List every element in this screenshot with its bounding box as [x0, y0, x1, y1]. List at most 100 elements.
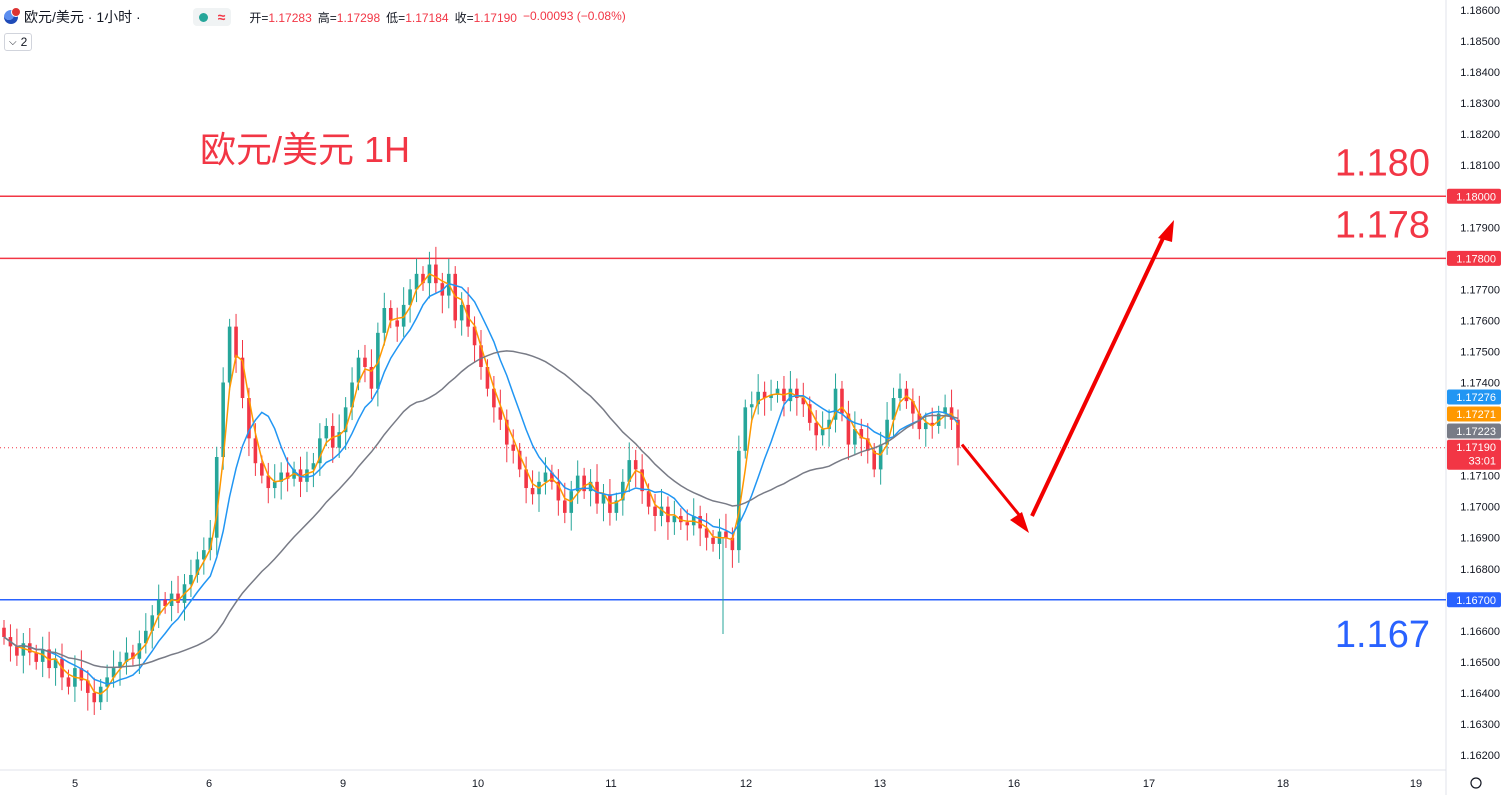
- y-tick-label: 1.18100: [1460, 160, 1500, 172]
- symbol-title[interactable]: 欧元/美元 · 1小时 ·: [24, 9, 141, 25]
- candle-body: [956, 419, 960, 448]
- candle-body: [124, 652, 129, 662]
- candle-body: [846, 413, 851, 445]
- candle-body: [434, 264, 438, 284]
- candle-body: [401, 304, 406, 327]
- x-tick-label: 12: [740, 778, 752, 790]
- level-label: 1.167: [1335, 614, 1430, 656]
- level-label: 1.180: [1335, 142, 1430, 184]
- candle-body: [653, 506, 657, 516]
- candle-body: [395, 320, 400, 327]
- y-tick-label: 1.16400: [1460, 688, 1500, 700]
- price-tag: [1447, 423, 1501, 439]
- candle-body: [324, 425, 329, 439]
- y-tick-label: 1.17000: [1460, 502, 1500, 514]
- candle-body: [247, 398, 251, 439]
- candle-body: [195, 559, 200, 575]
- price-tag-label: 1.17276: [1456, 392, 1496, 404]
- price-tag: [1447, 250, 1501, 266]
- candle-body: [614, 500, 619, 513]
- candle-body: [698, 515, 702, 529]
- x-tick-label: 6: [206, 778, 212, 790]
- high-value: 1.17298: [336, 10, 381, 25]
- candle-body: [118, 661, 122, 669]
- candle-body: [459, 304, 464, 321]
- price-tag-countdown: 33:01: [1468, 456, 1496, 468]
- candle-body: [221, 382, 225, 457]
- candle-body: [911, 401, 915, 414]
- level-label: 1.178: [1335, 204, 1430, 246]
- y-tick-label: 1.17900: [1460, 222, 1500, 234]
- candle-body: [498, 407, 503, 420]
- candle-body: [743, 407, 748, 451]
- candle-body: [737, 450, 741, 551]
- chevron-down-icon: ⌵: [9, 36, 17, 48]
- y-tick-label: 1.16300: [1460, 719, 1500, 731]
- candle-body: [756, 391, 760, 405]
- candle-body: [53, 658, 58, 669]
- candle-body: [840, 388, 844, 414]
- market-status-pill[interactable]: ≈: [192, 8, 232, 26]
- price-tag-label: 1.16700: [1456, 595, 1496, 607]
- y-tick-label: 1.17400: [1460, 378, 1500, 390]
- candle-body: [627, 460, 632, 482]
- candle-body: [788, 388, 793, 402]
- y-tick-label: 1.16500: [1460, 657, 1500, 669]
- candle-body: [388, 308, 393, 321]
- candle-body: [853, 429, 857, 445]
- candle-body: [865, 438, 870, 451]
- ohlc-readout: 开=1.17283 高=1.17298 低=1.17184 收=1.17190 …: [249, 9, 625, 26]
- candle-body: [27, 643, 32, 653]
- x-tick-label: 16: [1008, 778, 1020, 790]
- candle-body: [176, 593, 180, 603]
- close-label: 收=: [454, 10, 474, 25]
- candle-body: [40, 649, 45, 662]
- x-tick-label: 13: [874, 778, 886, 790]
- price-tag: [1447, 592, 1501, 608]
- candle-body: [621, 481, 625, 501]
- candle-body: [260, 463, 264, 476]
- candle-body: [66, 677, 71, 687]
- y-tick-label: 1.17700: [1460, 284, 1500, 296]
- candle-body: [414, 273, 419, 290]
- candle-body: [105, 677, 109, 687]
- candle-body: [356, 357, 361, 383]
- price-tag: [1447, 406, 1501, 422]
- candle-body: [150, 615, 155, 631]
- delayed-data-icon: ≈: [217, 9, 226, 25]
- candle-body: [214, 457, 219, 538]
- candle-body: [524, 469, 528, 489]
- candle-body: [272, 481, 277, 489]
- y-tick-label: 1.18400: [1460, 67, 1500, 79]
- price-tag-label: 1.17223: [1456, 426, 1496, 438]
- chart-title: 欧元/美元 1H: [200, 129, 410, 170]
- candle-body: [730, 537, 735, 551]
- price-tag-label: 1.17190: [1456, 442, 1496, 454]
- price-tag-label: 1.17800: [1456, 253, 1496, 265]
- candle-body: [801, 398, 806, 405]
- low-value: 1.17184: [405, 10, 449, 25]
- down-arrow-head: [1010, 512, 1029, 533]
- candle-body: [769, 394, 773, 399]
- candle-body: [234, 326, 238, 358]
- candle-body: [943, 407, 947, 414]
- candle-body: [253, 438, 258, 464]
- price-tag: [1447, 439, 1501, 470]
- price-tag: [1447, 389, 1501, 405]
- x-tick-label: 10: [472, 778, 484, 790]
- candle-body: [672, 515, 677, 523]
- candle-body: [775, 388, 780, 395]
- gear-icon[interactable]: [1470, 777, 1482, 789]
- candle-body: [601, 494, 606, 504]
- candle-body: [279, 472, 283, 482]
- candle-body: [47, 649, 51, 669]
- y-tick-label: 1.18500: [1460, 36, 1500, 48]
- candle-body: [504, 419, 509, 445]
- candle-body: [904, 388, 909, 402]
- candle-body: [762, 391, 767, 399]
- indicators-toggle[interactable]: ⌵ 2: [4, 33, 33, 51]
- candle-body: [2, 627, 6, 638]
- x-tick-label: 17: [1143, 778, 1155, 790]
- candle-body: [156, 599, 161, 616]
